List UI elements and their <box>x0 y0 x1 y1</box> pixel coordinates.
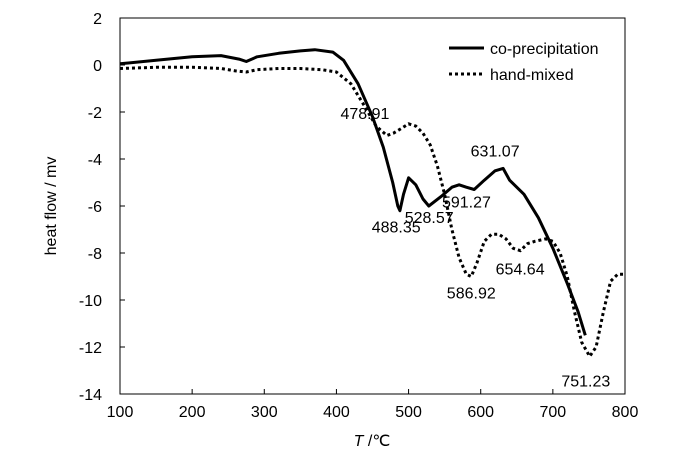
y-tick-label--12: -12 <box>79 340 102 357</box>
peak-label-478-91: 478.91 <box>340 106 389 123</box>
series-layer <box>119 48 625 358</box>
y-tick-label--6: -6 <box>88 199 102 216</box>
y-tick-label--4: -4 <box>88 152 102 169</box>
legend-label-co-precipitation: co-precipitation <box>490 41 599 58</box>
x-tick-label-500: 500 <box>395 404 422 421</box>
peak-label-528-57: 528.57 <box>405 210 454 227</box>
peak-label-751-23: 751.23 <box>561 373 610 390</box>
y-tick-label--2: -2 <box>88 105 102 122</box>
x-tick-label-700: 700 <box>540 404 567 421</box>
x-tick-label-400: 400 <box>323 404 350 421</box>
legend-label-hand-mixed: hand-mixed <box>490 67 574 84</box>
x-axis-ticks: 100 200 300 400 500 600 700 800 <box>107 389 639 421</box>
y-axis-ticks: 2 0 -2 -4 -6 -8 -10 -12 -14 <box>79 11 125 404</box>
series-line-co-precipitation <box>119 48 587 336</box>
peak-label-591-27: 591.27 <box>442 195 491 212</box>
x-tick-label-100: 100 <box>107 404 134 421</box>
peak-label-631-07: 631.07 <box>471 143 520 160</box>
y-tick-label--10: -10 <box>79 293 102 310</box>
peak-label-586-92: 586.92 <box>447 286 496 303</box>
legend: co-precipitation hand-mixed <box>449 41 599 84</box>
series-line-hand-mixed <box>119 65 625 358</box>
x-axis-title-symbol: T <box>354 433 365 450</box>
y-tick-label--8: -8 <box>88 246 102 263</box>
x-tick-label-800: 800 <box>612 404 639 421</box>
x-tick-label-600: 600 <box>467 404 494 421</box>
y-axis-title: heat flow / mv <box>43 157 60 256</box>
x-axis-title: T /℃ <box>354 433 391 450</box>
y-tick-label--14: -14 <box>79 387 102 404</box>
peak-label-488-35: 488.35 <box>372 220 421 237</box>
y-tick-label-0: 0 <box>93 58 102 75</box>
y-tick-label-2: 2 <box>93 11 102 28</box>
peak-label-654-64: 654.64 <box>496 262 545 279</box>
x-axis-title-unit: /℃ <box>363 433 390 450</box>
x-tick-label-300: 300 <box>251 404 278 421</box>
x-tick-label-200: 200 <box>179 404 206 421</box>
